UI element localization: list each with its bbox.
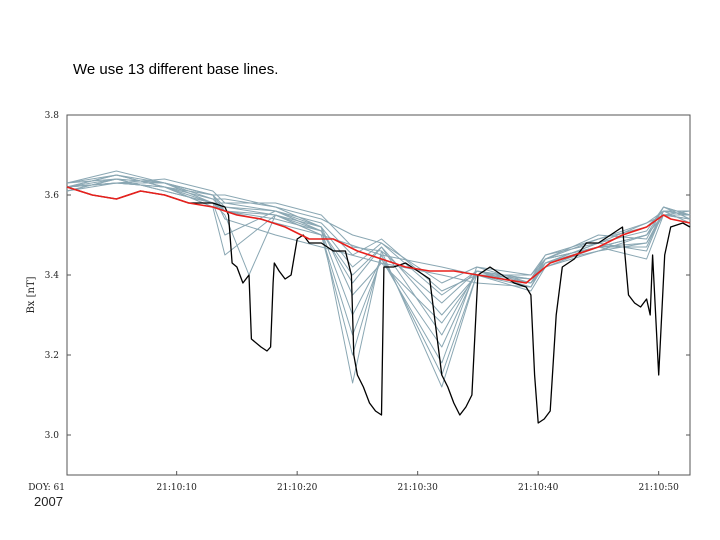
y-axis-label: Bx [nT] [26, 276, 37, 313]
footer-year: 2007 [34, 494, 63, 509]
x-tick-label: 21:10:50 [638, 483, 679, 493]
y-axis-ticks: 3.0 3.2 3.4 3.6 3.8 [45, 111, 690, 441]
x-tick-label: 21:10:20 [277, 483, 318, 493]
corrected-series-line [66, 186, 691, 284]
x-tick-label: 21:10:30 [397, 483, 438, 493]
y-tick-label: 3.8 [45, 111, 60, 121]
slide-title: We use 13 different base lines. [73, 61, 279, 78]
y-tick-label: 3.0 [45, 431, 60, 441]
x-tick-label: 21:10:40 [518, 483, 559, 493]
x-tick-label: DOY: 61 [28, 483, 65, 493]
baseline-series-13 [66, 174, 691, 336]
y-tick-label: 3.6 [45, 191, 60, 201]
y-tick-label: 3.2 [45, 351, 59, 361]
baseline-series-11 [66, 178, 691, 304]
x-axis-ticks: DOY: 61 21:10:10 21:10:20 21:10:30 21:10:40 2… [28, 471, 679, 493]
baseline-series-5 [66, 174, 691, 364]
baseline-series-10 [66, 174, 690, 284]
y-tick-label: 3.4 [45, 271, 60, 281]
baseline-series-12 [66, 178, 691, 292]
corrected-series-group [66, 186, 691, 284]
x-tick-label: 21:10:10 [156, 483, 197, 493]
plot-frame [66, 114, 691, 476]
